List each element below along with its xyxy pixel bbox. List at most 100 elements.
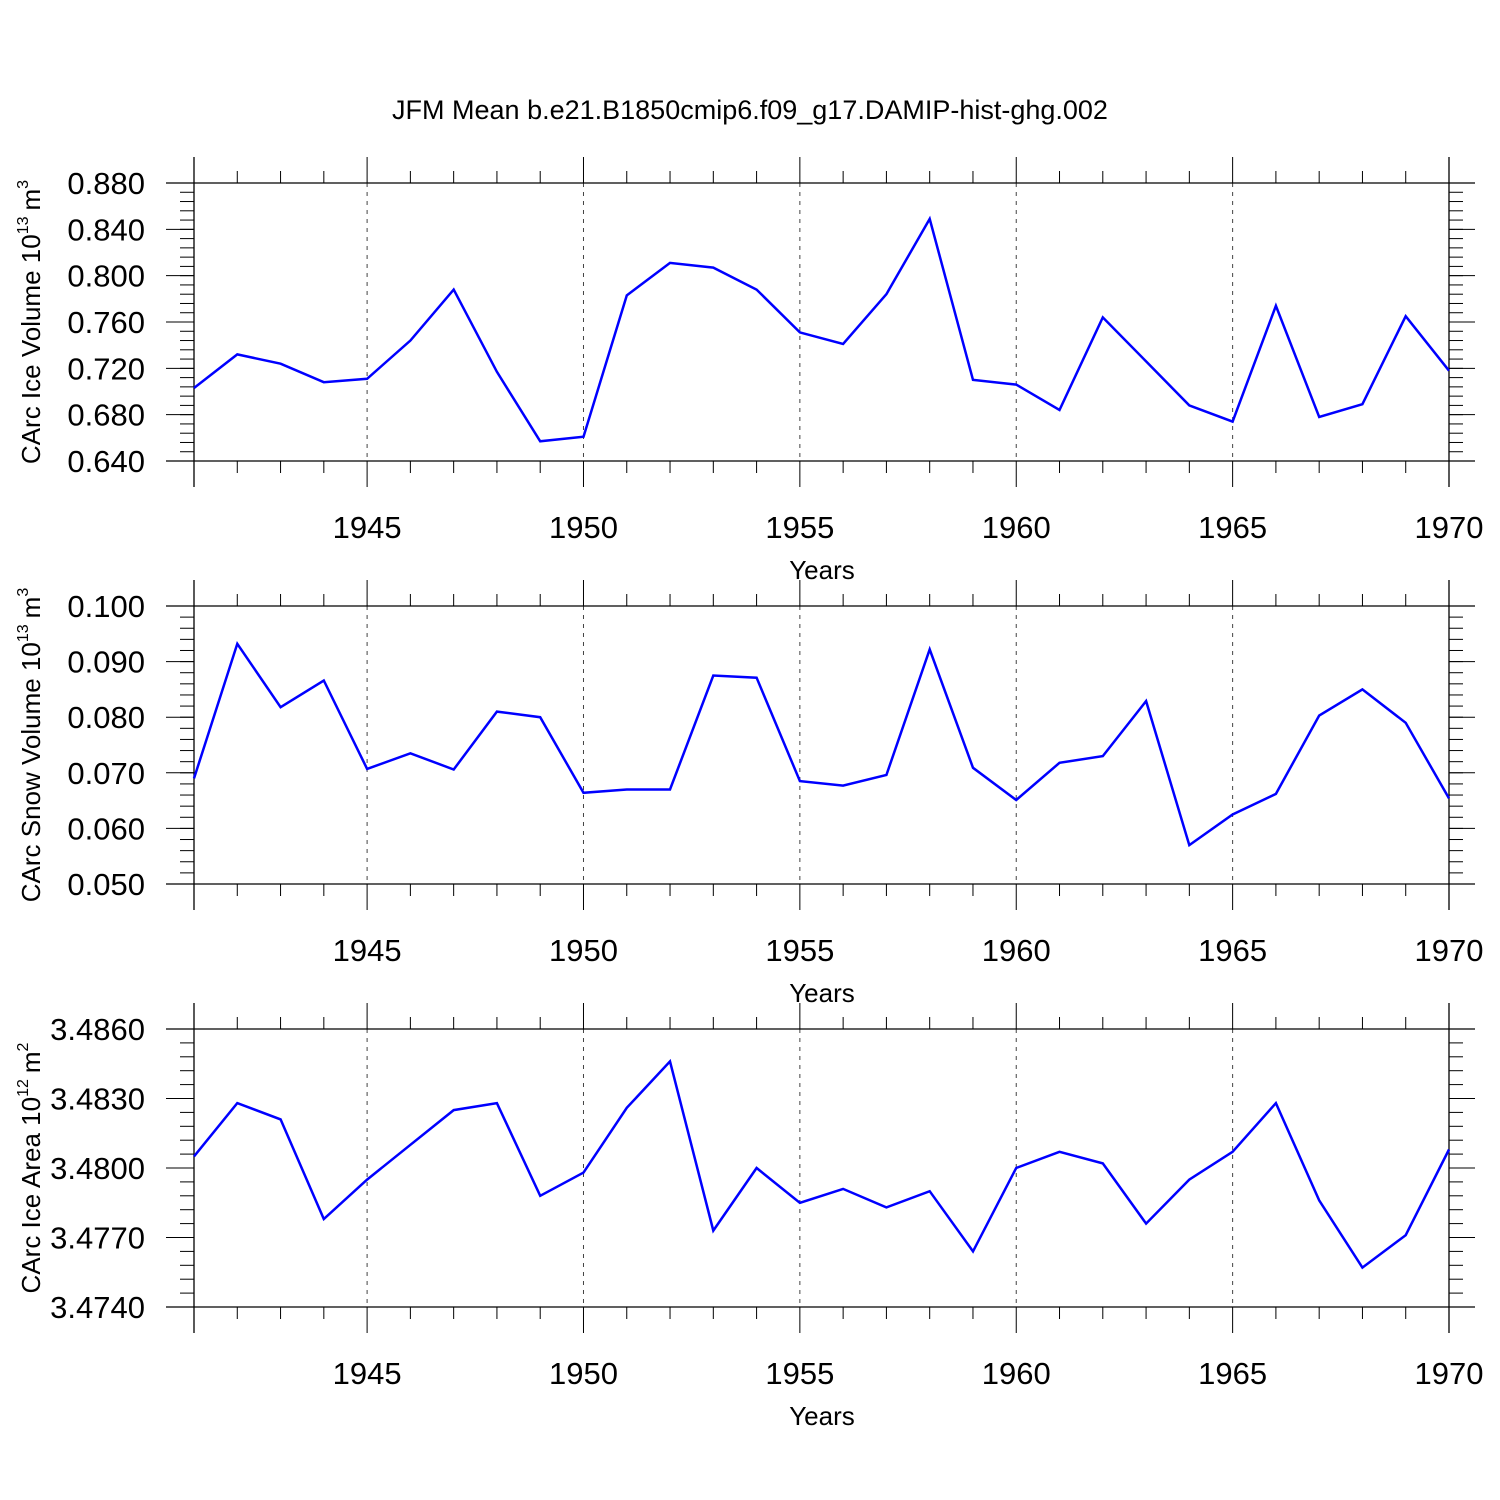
data-point — [1014, 383, 1018, 387]
data-point — [1187, 843, 1191, 847]
data-point — [625, 787, 629, 791]
x-tick-label: 1955 — [765, 510, 834, 545]
data-point — [192, 1154, 196, 1158]
data-point — [1101, 315, 1105, 319]
data-point — [1447, 1147, 1451, 1151]
data-point — [235, 1101, 239, 1105]
y-tick-label: 0.070 — [67, 756, 145, 791]
data-point — [581, 1171, 585, 1175]
data-point — [1404, 1233, 1408, 1237]
data-point — [192, 386, 196, 390]
data-point — [538, 1194, 542, 1198]
data-point — [279, 705, 283, 709]
y-axis-title-exponent: 13 — [15, 216, 32, 234]
data-point — [1404, 721, 1408, 725]
data-point — [798, 779, 802, 783]
y-axis-title: CArc Snow Volume 1013 m3 — [15, 588, 46, 903]
y-axis-title-main: CArc Snow Volume 10 — [16, 642, 46, 902]
data-point — [408, 1143, 412, 1147]
data-point — [1274, 792, 1278, 796]
y-tick-label: 0.680 — [67, 398, 145, 433]
x-tick-label: 1955 — [765, 1356, 834, 1391]
data-point — [884, 1205, 888, 1209]
y-axis-title-unit-exponent: 3 — [15, 180, 32, 189]
data-point — [841, 342, 845, 346]
x-tick-label: 1965 — [1198, 510, 1267, 545]
data-point — [365, 1178, 369, 1182]
x-tick-label: 1960 — [982, 933, 1051, 968]
data-point — [928, 217, 932, 221]
data-point — [495, 1101, 499, 1105]
y-tick-label: 3.4740 — [50, 1290, 145, 1325]
x-tick-label: 1955 — [765, 933, 834, 968]
data-point — [279, 1117, 283, 1121]
data-point — [798, 330, 802, 334]
data-point — [1231, 1150, 1235, 1154]
x-tick-label: 1945 — [333, 1356, 402, 1391]
data-point — [235, 352, 239, 356]
y-axis-title-unit-exponent: 2 — [15, 1042, 32, 1051]
x-axis-title: Years — [789, 1401, 855, 1431]
x-axis-title: Years — [789, 555, 855, 585]
data-point — [581, 791, 585, 795]
data-point — [1014, 1166, 1018, 1170]
data-point — [668, 1059, 672, 1063]
series-line-ice-volume — [193, 215, 1450, 443]
data-point — [755, 1166, 759, 1170]
data-point — [1144, 699, 1148, 703]
x-tick-label: 1960 — [982, 1356, 1051, 1391]
data-point — [884, 773, 888, 777]
panel-snow-volume: 0.050 0.060 0.070 0.080 0.090 0.100 1945 1950 19… — [15, 580, 1483, 1008]
y-tick-label: 3.4770 — [50, 1221, 145, 1256]
data-point — [711, 674, 715, 678]
data-point — [538, 439, 542, 443]
data-point — [581, 435, 585, 439]
data-point — [1144, 359, 1148, 363]
data-point — [1447, 369, 1451, 373]
data-point — [755, 288, 759, 292]
x-tick-label: 1970 — [1415, 1356, 1484, 1391]
data-point — [755, 676, 759, 680]
data-point — [841, 1187, 845, 1191]
y-tick-label: 3.4800 — [50, 1151, 145, 1186]
y-tick-label: 0.880 — [67, 166, 145, 201]
y-axis-title-main: CArc Ice Area 10 — [16, 1097, 46, 1294]
x-tick-label: 1950 — [549, 510, 618, 545]
y-tick-label: 0.840 — [67, 212, 145, 247]
data-point — [1404, 314, 1408, 318]
x-tick-label: 1950 — [549, 1356, 618, 1391]
series-line-snow-volume — [192, 640, 1451, 848]
x-axis-title: Years — [789, 978, 855, 1008]
data-point — [971, 378, 975, 382]
data-point — [928, 1189, 932, 1193]
x-tick-label: 1945 — [333, 510, 402, 545]
series-line-ice-area — [193, 1058, 1451, 1270]
y-tick-label: 3.4830 — [50, 1082, 145, 1117]
data-point — [971, 1249, 975, 1253]
data-point — [1274, 304, 1278, 308]
data-point — [192, 776, 196, 780]
y-tick-label: 0.090 — [67, 645, 145, 680]
data-point — [1317, 714, 1321, 718]
y-axis-title-unit-exponent: 3 — [15, 588, 32, 597]
x-tick-label: 1970 — [1415, 510, 1484, 545]
data-point — [1058, 1150, 1062, 1154]
y-axis-title: CArc Ice Volume 1013 m3 — [15, 180, 46, 464]
data-point — [1447, 796, 1451, 800]
y-tick-label: 0.760 — [67, 305, 145, 340]
data-point — [408, 339, 412, 343]
data-point — [365, 377, 369, 381]
data-point — [625, 1106, 629, 1110]
y-tick-label: 0.060 — [67, 811, 145, 846]
y-tick-label: 0.050 — [67, 867, 145, 902]
y-axis-title-unit: m — [16, 1051, 46, 1073]
data-point — [279, 362, 283, 366]
data-point — [1231, 813, 1235, 817]
y-tick-label: 0.080 — [67, 700, 145, 735]
data-point — [235, 642, 239, 646]
data-point — [322, 380, 326, 384]
y-tick-label: 3.4860 — [50, 1012, 145, 1047]
y-axis-title-exponent: 13 — [15, 624, 32, 642]
data-point — [1101, 1161, 1105, 1165]
data-point — [408, 751, 412, 755]
